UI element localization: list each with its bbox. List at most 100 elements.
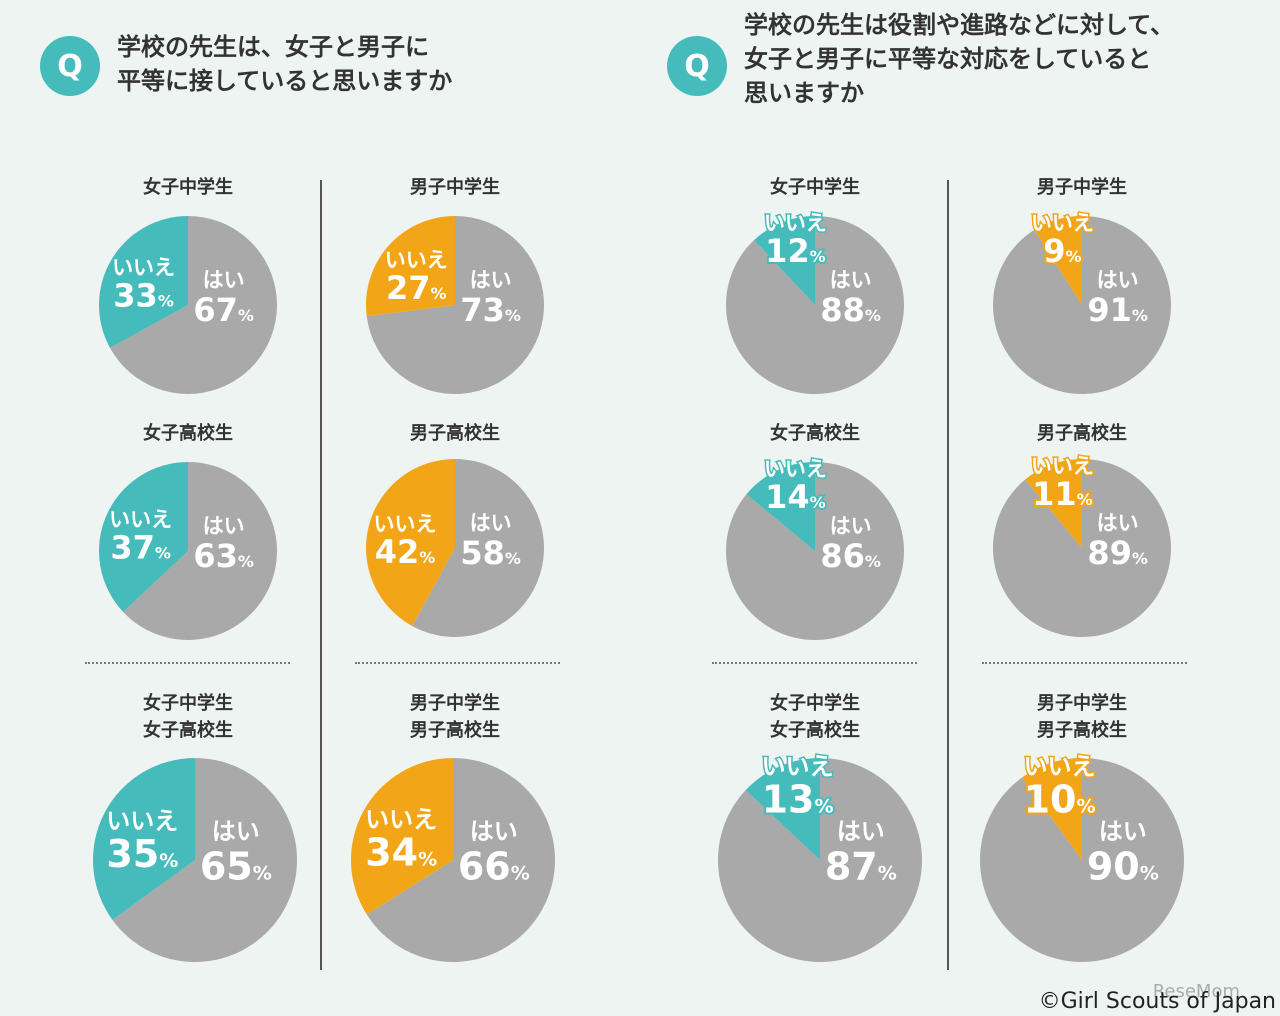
pie-slice-yes [112,758,297,962]
pie-slice-no [1022,758,1082,860]
pie-value-no: 35% [106,832,178,876]
pie-label-no: いいえ [1031,211,1094,235]
panel-title: 男子中学生 男子高校生 [410,693,500,741]
pie-value-no: 13% [762,777,834,821]
pie-value-no: 14% [765,478,826,516]
pie-label-no: いいえ [106,807,178,835]
divider-dotted [355,662,560,664]
pie-label-yes: はい [1097,511,1139,535]
pie-label-no: いいえ [764,211,827,235]
pie-label-yes: はい [830,268,872,292]
pie-value-yes: 65% [200,845,272,889]
divider-dotted [712,662,917,664]
divider-dotted [85,662,290,664]
pie-label-no: いいえ [1024,752,1096,780]
pie-value-yes: 91% [1087,291,1148,329]
question-icon-2: Q [667,36,727,96]
pie-slice-yes [123,462,277,641]
panel-title: 女子中学生 [770,177,860,198]
pie-value-yes: 86% [820,537,881,575]
pie-value-no: 9% [1043,232,1081,270]
pie-slice-no [99,462,188,612]
panel-title: 男子高校生 [410,423,500,444]
question-text-1: 学校の先生は、女子と男子に 平等に接していると思いますか [117,33,453,95]
pie-label-yes: はい [1097,268,1139,292]
pie-label-no: いいえ [762,752,834,780]
pie-label-no: いいえ [112,256,175,280]
pie-value-no: 10% [1024,777,1096,821]
pie-slice-no [1034,216,1082,305]
pie-slice-no [754,216,815,305]
pie-label-yes: はい [470,818,518,846]
divider-vertical-q2 [947,180,949,970]
question-icon-1: Q [40,36,100,96]
pie-label-no: いいえ [365,805,437,833]
panel-title: 女子中学生 [143,177,233,198]
pie-slice-no [99,216,188,348]
pie-value-yes: 89% [1087,534,1148,572]
pie-value-yes: 88% [820,291,881,329]
pie-slice-no [1025,459,1082,548]
pie-label-yes: はい [470,511,512,535]
pie-slice-yes [366,758,555,963]
pie-value-yes: 67% [193,291,254,329]
pie-label-yes: はい [830,514,872,538]
watermark: ReseMom [1152,981,1240,1002]
pie-slice-yes [110,216,278,395]
question-text-2: 学校の先生は役割や進路などに対して、 女子と男子に平等な対応をしていると 思いま… [744,11,1175,107]
pie-label-no: いいえ [109,507,172,531]
pie-value-no: 42% [375,533,436,571]
divider-dotted [982,662,1187,664]
pie-label-yes: はい [212,818,260,846]
pie-value-yes: 66% [458,845,530,889]
panel-title: 男子中学生 [1037,177,1127,198]
pie-slice-no [365,216,455,317]
pie-slice-no [746,462,815,551]
pie-label-yes: はい [470,268,512,292]
pie-slice-no [366,459,455,626]
pie-label-yes: はい [837,818,885,846]
panel-title: 男子中学生 [410,177,500,198]
pie-value-yes: 87% [825,845,897,889]
pie-value-no: 12% [765,232,826,270]
pie-label-yes: はい [203,514,245,538]
pie-label-no: いいえ [385,248,448,272]
pie-slice-no [350,758,453,915]
panel-title: 女子高校生 [770,423,860,444]
pie-value-no: 11% [1032,475,1093,513]
pie-value-yes: 63% [193,537,254,575]
pie-slice-no [92,758,195,920]
pie-value-no: 27% [386,269,447,307]
pie-slice-yes [412,459,545,637]
pie-label-no: いいえ [1031,454,1094,478]
panel-title: 男子中学生 男子高校生 [1037,693,1127,741]
pie-value-yes: 90% [1087,845,1159,889]
pie-value-no: 34% [365,830,437,874]
pie-value-no: 33% [113,277,174,315]
divider-vertical-q1 [320,180,322,970]
pie-label-no: いいえ [374,512,437,536]
panel-title: 女子中学生 女子高校生 [143,693,233,741]
panel-title: 男子高校生 [1037,423,1127,444]
pie-label-yes: はい [203,268,245,292]
pie-label-yes: はい [1099,818,1147,846]
pie-label-no: いいえ [764,457,827,481]
pie-value-no: 37% [110,528,171,566]
panel-title: 女子高校生 [143,423,233,444]
copyright: ©Girl Scouts of Japan [1038,989,1276,1014]
pie-value-yes: 58% [460,534,521,572]
pie-slice-no [745,758,820,860]
